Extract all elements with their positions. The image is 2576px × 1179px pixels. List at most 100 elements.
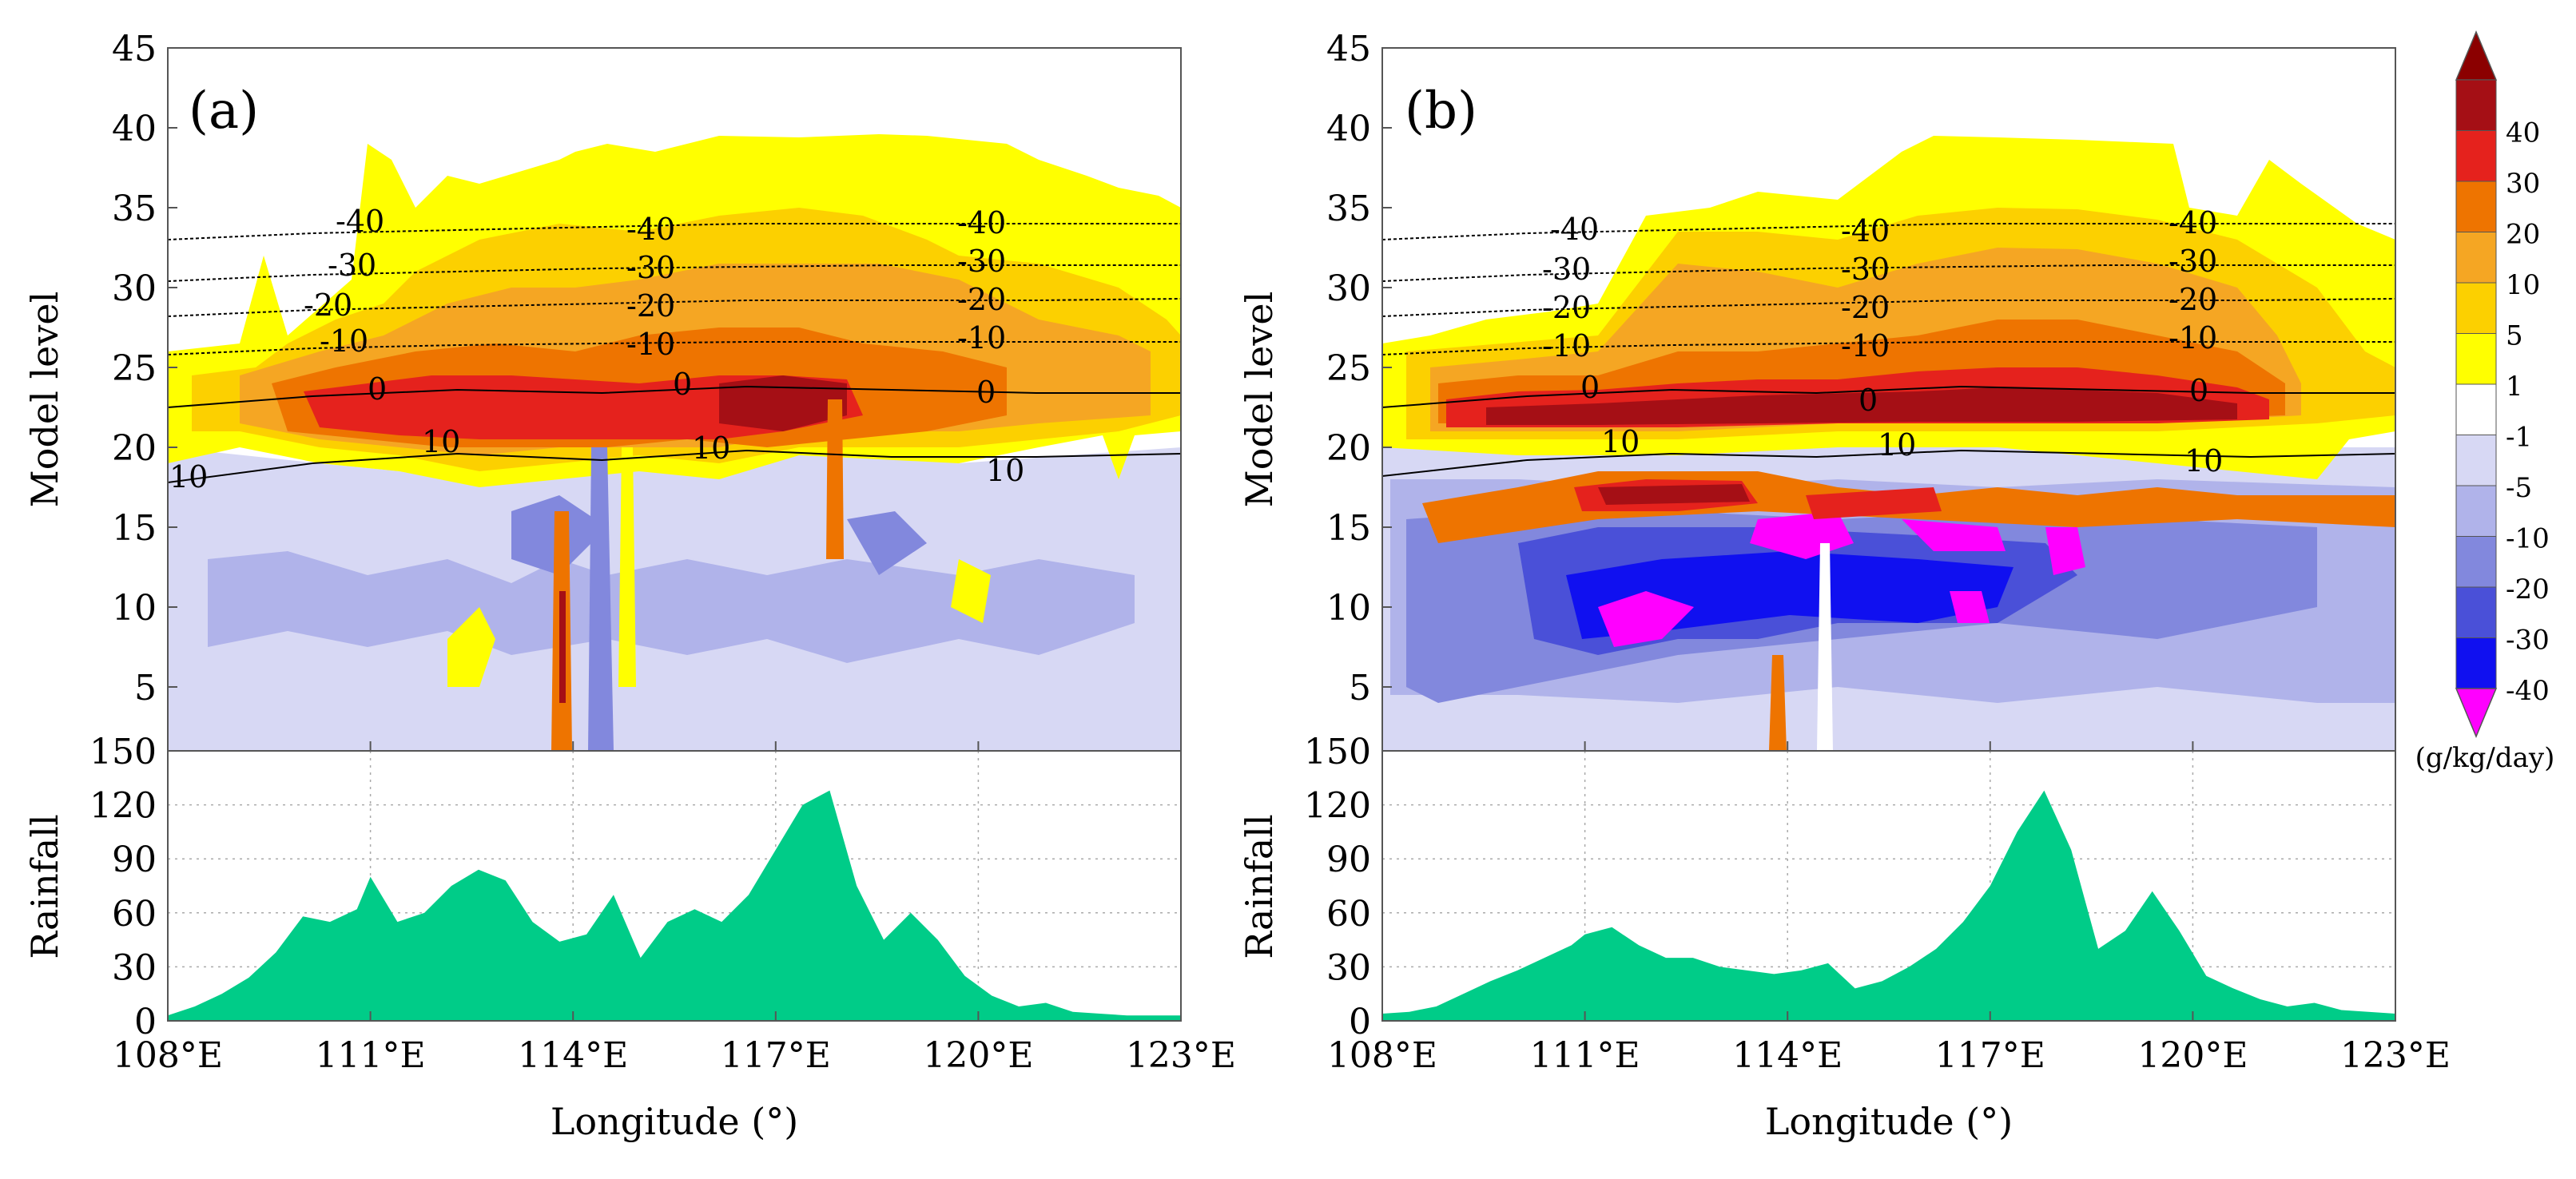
contour-label-a-m20-2: -20 — [626, 288, 675, 324]
patch-a-2 — [951, 559, 991, 623]
colorbar-top-arrow — [2455, 30, 2498, 81]
rainfall-b — [1382, 751, 2395, 1021]
contour-label-b-m30-2: -30 — [1841, 252, 1890, 287]
contour-labels-b: -40 -30 -20 -10 0 10 -40 -30 -20 -10 0 1… — [1542, 205, 2223, 478]
contour-label-a-m10-2: -10 — [626, 327, 675, 362]
upper-y-tick-label-a-10: 10 — [112, 588, 157, 629]
rainfall-a — [168, 751, 1181, 1021]
panel-b: (b) -40 -30 -20 -10 0 10 -40 -30 -20 -10… — [1238, 29, 2451, 1143]
lower-y-tick-label-b-0: 0 — [1349, 1002, 1371, 1042]
colorbar-swatch-2 — [2455, 181, 2497, 232]
upper-y-tick-label-b-10: 10 — [1326, 588, 1371, 629]
contour-label-a-10-1: 10 — [422, 424, 460, 459]
upper-ylabel-a: Model level — [23, 292, 66, 508]
band-b-magenta-4 — [2045, 527, 2085, 575]
colorbar: 40 30 20 10 5 1 -1 -5 -10 -20 -30 -40 (g/kg/day) — [2415, 30, 2555, 774]
contour-label-a-m30-2: -30 — [626, 250, 675, 285]
colorbar-swatches — [2455, 30, 2498, 738]
upper-y-tick-label-b-5: 5 — [1349, 668, 1371, 709]
panel-a: (a) -40 -30 -20 -10 0 10 10 -40 -30 -20 … — [23, 29, 1236, 1143]
x-tick-label-a-5: 123°E — [1126, 1035, 1236, 1076]
upper-y-tick-label-b-25: 25 — [1326, 348, 1371, 389]
panel-title-b: (b) — [1405, 81, 1477, 141]
heatmap-b-layers — [1382, 48, 2395, 751]
x-tick-label-b-0: 108°E — [1327, 1035, 1437, 1076]
lower-y-tick-label-a-0: 0 — [134, 1002, 157, 1042]
colorbar-label-9: -20 — [2506, 574, 2550, 605]
contour-label-b-m40-1: -40 — [1550, 212, 1599, 247]
lower-frame-a — [167, 750, 1182, 1022]
heatmap-b — [1382, 48, 2395, 751]
contour-label-a-m40-2: -40 — [626, 212, 675, 247]
x-tick-label-a-4: 120°E — [923, 1035, 1033, 1076]
contour-line-b-3 — [1382, 341, 2395, 355]
colorbar-bottom-arrow — [2455, 688, 2498, 738]
patch-a-1 — [447, 607, 495, 687]
band-b-magenta-1 — [1598, 591, 1694, 647]
upper-y-tick-label-a-20: 20 — [112, 428, 157, 469]
lower-ylabel-a: Rainfall — [23, 814, 66, 959]
x-tick-label-b-2: 114°E — [1732, 1035, 1843, 1076]
contour-line-a-1 — [168, 264, 1181, 282]
heatmap-a — [168, 48, 1181, 751]
contour-label-b-m10-3: -10 — [2169, 320, 2217, 355]
rainfall-area-a — [168, 790, 1181, 1021]
contour-label-a-0-1: 0 — [368, 371, 387, 407]
upper-y-ticks-a: 5 10 15 20 25 30 35 40 45 — [112, 29, 177, 709]
colorbar-unit: (g/kg/day) — [2415, 742, 2555, 774]
contour-label-a-m10-1: -10 — [320, 324, 368, 359]
colorbar-label-3: 10 — [2506, 269, 2540, 301]
contour-line-a-5 — [168, 449, 1181, 483]
contour-label-a-0-2: 0 — [673, 367, 692, 402]
contour-label-a-m40-3: -40 — [957, 205, 1006, 240]
contour-lines-a — [168, 223, 1181, 483]
contour-label-b-m20-3: -20 — [2169, 282, 2217, 317]
contour-label-b-m20-1: -20 — [1542, 290, 1591, 325]
column-b-1 — [1769, 655, 1787, 751]
contour-label-b-m40-3: -40 — [2169, 205, 2217, 240]
upper-y-tick-label-a-35: 35 — [112, 189, 157, 229]
x-tick-label-b-3: 117°E — [1935, 1035, 2045, 1076]
lower-y-tick-label-b-30: 30 — [1326, 947, 1371, 988]
lower-y-tick-label-b-90: 90 — [1326, 840, 1371, 880]
contour-labels-a: -40 -30 -20 -10 0 10 10 -40 -30 -20 -10 … — [169, 204, 1024, 494]
contour-label-a-m30-1: -30 — [328, 248, 376, 283]
contour-label-b-10-3: 10 — [2184, 443, 2223, 478]
upper-y-tick-label-b-30: 30 — [1326, 268, 1371, 309]
heatmap-a-layers — [168, 48, 1181, 751]
colorbar-swatch-0 — [2455, 79, 2497, 131]
upper-y-tick-label-a-40: 40 — [112, 109, 157, 149]
contour-line-b-4 — [1382, 385, 2395, 408]
contour-line-a-4 — [168, 385, 1181, 408]
column-a-2 — [588, 447, 614, 751]
colorbar-label-8: -10 — [2506, 523, 2550, 555]
lower-ylabel-b: Rainfall — [1238, 814, 1281, 959]
x-tick-label-b-4: 120°E — [2137, 1035, 2248, 1076]
contour-line-b-2 — [1382, 298, 2395, 317]
x-tick-label-a-3: 117°E — [721, 1035, 831, 1076]
colorbar-swatch-1 — [2455, 130, 2497, 182]
contour-label-b-m30-1: -30 — [1542, 252, 1591, 287]
lower-y-tick-label-b-120: 120 — [1304, 786, 1371, 827]
colorbar-swatch-11 — [2455, 637, 2497, 689]
x-tick-label-b-5: 123°E — [2340, 1035, 2451, 1076]
colorbar-swatch-4 — [2455, 282, 2497, 334]
contour-label-a-m40-1: -40 — [336, 204, 384, 239]
contour-label-b-m20-2: -20 — [1841, 290, 1890, 325]
lower-frame-b — [1381, 750, 2396, 1022]
contour-label-a-m20-1: -20 — [304, 288, 352, 323]
xlabel-b: Longitude (°) — [1765, 1100, 2013, 1143]
column-a-3 — [618, 447, 636, 687]
colorbar-label-11: -40 — [2506, 675, 2550, 707]
lower-y-tick-label-a-30: 30 — [112, 947, 157, 988]
lower-y-ticks-b: 0 30 60 90 120 150 — [1304, 732, 1371, 1042]
band-b-pos-40 — [1486, 387, 2237, 425]
column-a-1-core — [559, 591, 566, 703]
colorbar-swatch-8 — [2455, 485, 2497, 537]
colorbar-label-5: 1 — [2506, 371, 2523, 403]
upper-y-tick-label-a-25: 25 — [112, 348, 157, 389]
band-neg-mid — [208, 551, 1135, 663]
rainfall-area-b — [1382, 790, 2395, 1021]
colorbar-swatch-6 — [2455, 383, 2497, 435]
